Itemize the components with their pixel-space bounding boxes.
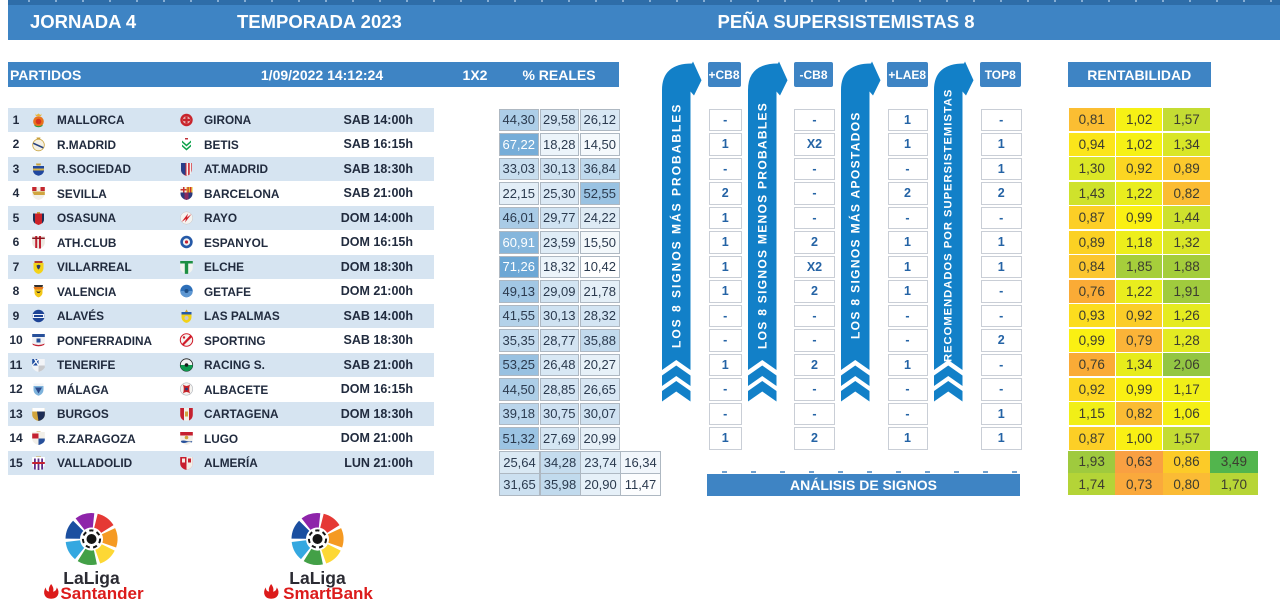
svg-text:LaLiga: LaLiga [63, 568, 120, 588]
svg-text:LaLiga: LaLiga [289, 568, 346, 588]
svg-text:Santander: Santander [60, 584, 144, 603]
svg-text:SmartBank: SmartBank [283, 584, 373, 603]
